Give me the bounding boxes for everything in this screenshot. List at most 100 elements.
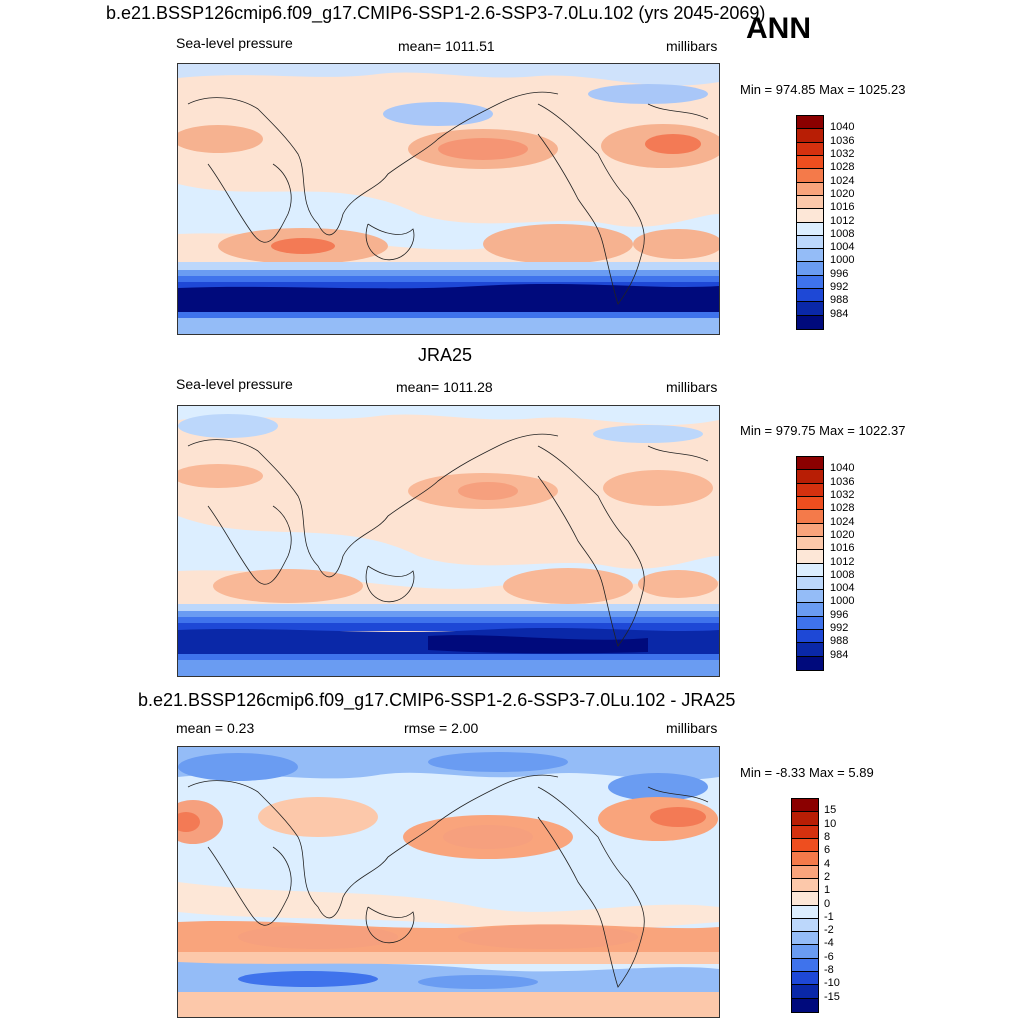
colorbar-tick-label: 1032 — [830, 488, 855, 501]
colorbar-swatch — [792, 985, 818, 999]
colorbar-swatch — [797, 249, 823, 263]
colorbar-swatch — [792, 918, 818, 933]
panel-3-rmse-label: rmse = 2.00 — [404, 720, 479, 736]
colorbar-tick-label: -4 — [824, 937, 834, 950]
colorbar-swatch — [797, 142, 823, 156]
colorbar-swatch — [797, 563, 823, 577]
colorbar-tick-label: -10 — [824, 977, 840, 990]
colorbar-tick-label: 988 — [830, 294, 849, 307]
colorbar-tick-label: 1004 — [830, 241, 855, 254]
season-label: ANN — [746, 12, 811, 45]
panel-2-mean-label: mean= 1011.28 — [396, 379, 493, 395]
colorbar-tick-label: 1012 — [830, 214, 855, 227]
colorbar-swatch — [797, 315, 823, 329]
panel-3-minmax-label: Min = -8.33 Max = 5.89 — [740, 765, 874, 780]
colorbar-swatch — [792, 892, 818, 906]
colorbar-tick-label: 1008 — [830, 227, 855, 240]
colorbar-swatch — [797, 656, 823, 670]
colorbar-swatch — [797, 235, 823, 250]
colorbar-tick-label: 1012 — [830, 555, 855, 568]
colorbar-tick-label: -8 — [824, 964, 834, 977]
colorbar-tick-label: 15 — [824, 804, 837, 817]
colorbar-tick-label: 1036 — [830, 134, 855, 147]
colorbar-tick-label: 984 — [830, 307, 849, 320]
colorbar-tick-label: 1040 — [830, 462, 855, 475]
colorbar-swatch — [797, 155, 823, 170]
colorbar-swatch — [797, 630, 823, 644]
colorbar-tick-label: 8 — [824, 830, 831, 843]
panel-1-title: b.e21.BSSP126cmip6.f09_g17.CMIP6-SSP1-2.… — [106, 3, 766, 23]
colorbar-swatch — [797, 275, 823, 290]
colorbar-swatch — [797, 616, 823, 631]
panel-1-mean-label: mean= 1011.51 — [398, 38, 495, 54]
colorbar-swatch — [797, 536, 823, 551]
colorbar-swatch — [797, 262, 823, 276]
colorbar-swatch — [797, 289, 823, 303]
colorbar-tick-label: 1036 — [830, 475, 855, 488]
panel-1-variable-label: Sea-level pressure — [176, 35, 293, 51]
colorbar-swatch — [797, 523, 823, 537]
colorbar-swatch — [797, 222, 823, 236]
colorbar-tick-label: 996 — [830, 608, 849, 621]
panel-3-mean-label: mean = 0.23 — [176, 720, 255, 736]
colorbar-tick-label: 996 — [830, 267, 849, 280]
colorbar-tick-label: 1016 — [830, 542, 855, 555]
panel-1-colorbar — [796, 115, 824, 330]
colorbar-tick-label: -15 — [824, 990, 840, 1003]
colorbar-tick-label: 1024 — [830, 515, 855, 528]
colorbar-swatch — [792, 799, 818, 813]
colorbar-tick-label: 1000 — [830, 595, 855, 608]
colorbar-tick-label: 1024 — [830, 174, 855, 187]
colorbar-tick-label: 1016 — [830, 201, 855, 214]
colorbar-tick-label: 1020 — [830, 187, 855, 200]
colorbar-tick-label: -2 — [824, 924, 834, 937]
colorbar-swatch — [797, 576, 823, 591]
colorbar-swatch — [797, 195, 823, 210]
colorbar-tick-label: 984 — [830, 648, 849, 661]
colorbar-swatch — [797, 116, 823, 130]
panel-2-map — [177, 405, 720, 677]
colorbar-tick-label: -6 — [824, 950, 834, 963]
colorbar-tick-label: 1028 — [830, 161, 855, 174]
colorbar-tick-label: -1 — [824, 910, 834, 923]
colorbar-tick-label: 1040 — [830, 121, 855, 134]
colorbar-swatch — [792, 945, 818, 959]
colorbar-swatch — [797, 603, 823, 617]
colorbar-tick-label: 4 — [824, 857, 831, 870]
panel-3-units-label: millibars — [666, 720, 718, 736]
panel-3-title: b.e21.BSSP126cmip6.f09_g17.CMIP6-SSP1-2.… — [138, 690, 736, 710]
colorbar-swatch — [792, 838, 818, 853]
colorbar-tick-label: 6 — [824, 844, 831, 857]
colorbar-swatch — [792, 812, 818, 826]
colorbar-swatch — [792, 972, 818, 986]
colorbar-swatch — [797, 643, 823, 657]
colorbar-swatch — [792, 878, 818, 893]
colorbar-swatch — [797, 182, 823, 196]
colorbar-tick-label: 1008 — [830, 568, 855, 581]
panel-1-minmax-label: Min = 974.85 Max = 1025.23 — [740, 82, 906, 97]
colorbar-tick-label: 0 — [824, 897, 831, 910]
colorbar-swatch — [797, 209, 823, 223]
colorbar-swatch — [797, 129, 823, 143]
panel-2-colorbar — [796, 456, 824, 671]
colorbar-swatch — [797, 550, 823, 564]
panel-1-units-label: millibars — [666, 38, 718, 54]
colorbar-swatch — [792, 998, 818, 1012]
colorbar-swatch — [797, 510, 823, 524]
colorbar-swatch — [792, 905, 818, 919]
colorbar-tick-label: 1000 — [830, 254, 855, 267]
colorbar-swatch — [797, 302, 823, 316]
colorbar-swatch — [792, 958, 818, 973]
colorbar-tick-label: 10 — [824, 817, 837, 830]
colorbar-swatch — [797, 590, 823, 604]
colorbar-tick-label: 1 — [824, 884, 831, 897]
panel-3-map — [177, 746, 720, 1018]
colorbar-swatch — [797, 470, 823, 484]
colorbar-tick-label: 1020 — [830, 528, 855, 541]
colorbar-tick-label: 992 — [830, 622, 849, 635]
panel-2-units-label: millibars — [666, 379, 718, 395]
panel-2-variable-label: Sea-level pressure — [176, 376, 293, 392]
colorbar-swatch — [792, 825, 818, 839]
colorbar-swatch — [792, 932, 818, 946]
colorbar-tick-label: 1004 — [830, 582, 855, 595]
